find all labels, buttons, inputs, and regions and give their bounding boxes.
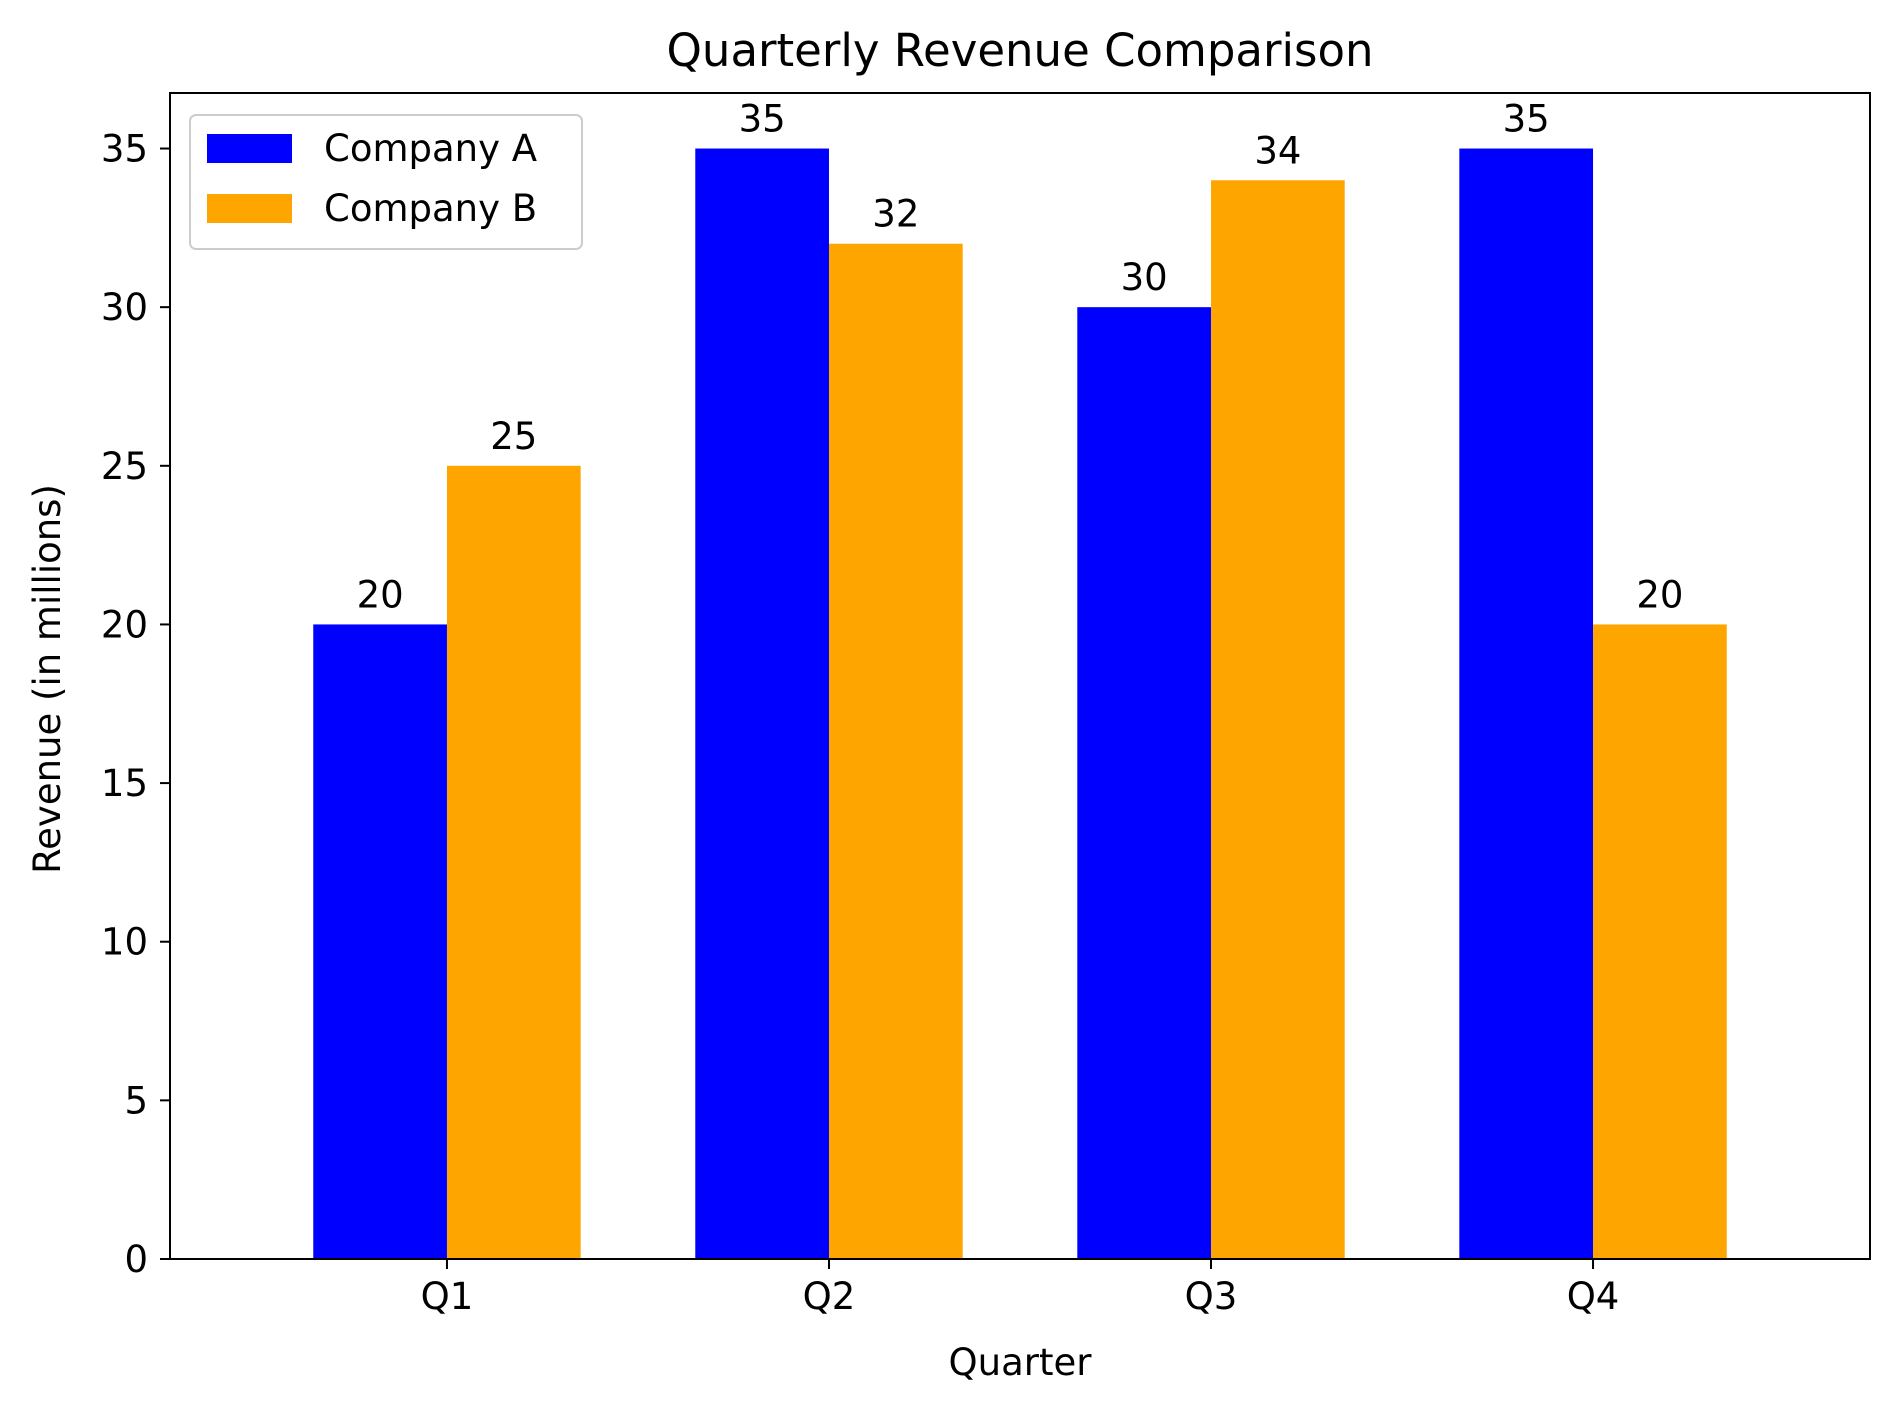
data-label-company-b-q3: 34 — [1254, 129, 1301, 172]
bar-company-a-q3 — [1077, 307, 1212, 1259]
y-tick-label: 15 — [101, 762, 148, 805]
legend-swatch-company-a — [207, 134, 292, 163]
y-tick-label: 10 — [101, 921, 148, 964]
x-tick-label-q1: Q1 — [421, 1275, 474, 1318]
data-label-company-b-q4: 20 — [1636, 573, 1683, 616]
bar-company-b-q2 — [828, 243, 963, 1259]
bar-company-b-q1 — [446, 465, 581, 1259]
data-labels-layer: 20 35 30 35 25 32 34 20 — [357, 98, 1684, 617]
chart-title: Quarterly Revenue Comparison — [667, 24, 1374, 77]
legend-swatch-company-b — [207, 194, 292, 223]
data-label-company-b-q2: 32 — [872, 193, 919, 236]
bar-company-b-q3 — [1211, 180, 1345, 1259]
data-label-company-a-q2: 35 — [739, 98, 786, 141]
legend: Company A Company B — [189, 114, 583, 250]
data-label-company-b-q1: 25 — [490, 415, 537, 458]
data-label-company-a-q3: 30 — [1121, 256, 1168, 299]
y-axis-label: Revenue (in millions) — [26, 484, 69, 874]
x-axis-label: Quarter — [949, 1341, 1093, 1384]
x-tick-label-q4: Q4 — [1567, 1275, 1620, 1318]
bar-company-a-q2 — [695, 148, 829, 1259]
bar-company-a-q4 — [1459, 148, 1594, 1259]
y-tick-label: 0 — [124, 1238, 148, 1281]
x-tick-label-q3: Q3 — [1185, 1275, 1238, 1318]
x-tick-label-q2: Q2 — [803, 1275, 856, 1318]
bars-layer — [313, 148, 1727, 1259]
y-tick-label: 5 — [124, 1079, 148, 1122]
bar-company-a-q1 — [313, 624, 447, 1259]
legend-label-company-a: Company A — [324, 127, 537, 170]
plot-frame — [169, 92, 1871, 1260]
legend-label-company-b: Company B — [324, 187, 537, 230]
y-tick-label: 30 — [101, 286, 148, 329]
x-ticks-layer: Q1 Q2 Q3 Q4 — [421, 1259, 1620, 1318]
y-ticks-layer: 0 5 10 15 20 25 30 35 — [101, 128, 170, 1281]
data-label-company-a-q4: 35 — [1503, 98, 1550, 141]
bar-company-b-q4 — [1593, 624, 1727, 1259]
data-label-company-a-q1: 20 — [357, 573, 404, 616]
y-tick-label: 35 — [101, 128, 148, 171]
y-tick-label: 20 — [101, 603, 148, 646]
y-tick-label: 25 — [101, 445, 148, 488]
